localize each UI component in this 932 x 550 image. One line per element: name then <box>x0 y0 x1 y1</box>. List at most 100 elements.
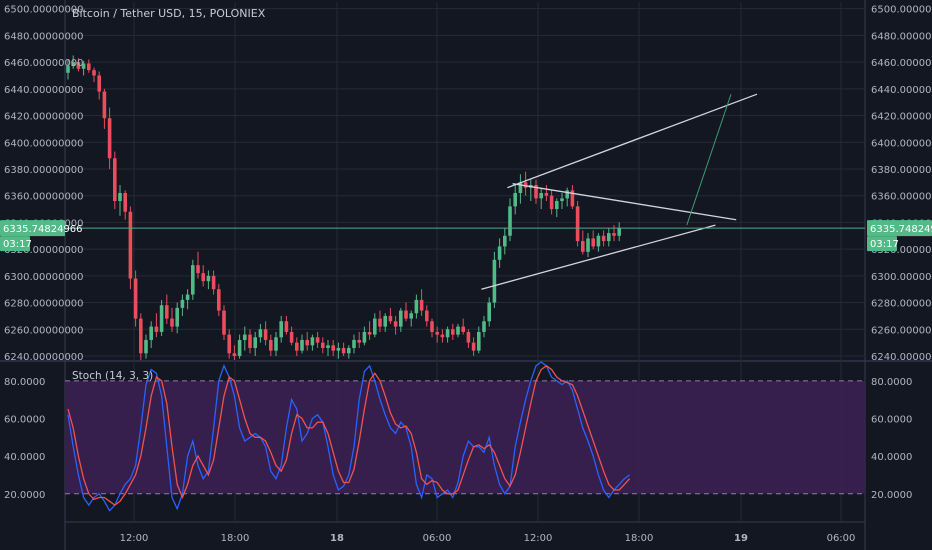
candle-body <box>113 158 117 202</box>
candle-body <box>76 62 81 69</box>
symbol-title: Bitcoin / Tether USD, 15, POLONIEX <box>72 7 266 20</box>
candle-body <box>513 193 517 207</box>
candle-body <box>508 206 512 236</box>
candle-body <box>575 206 580 242</box>
trendline <box>512 183 737 221</box>
candle-body <box>419 299 424 311</box>
candle-body <box>388 315 393 322</box>
candle-body <box>87 63 91 71</box>
candle-body <box>367 331 372 335</box>
candle-body <box>492 259 497 303</box>
candle-body <box>222 310 226 335</box>
candle-body <box>336 347 341 351</box>
stoch-tick-label-left: 40.0000 <box>4 452 45 463</box>
time-tick-label: 19 <box>734 533 748 544</box>
last-price-label-right-countdown-bg <box>867 236 897 252</box>
price-tick-label-right: 6240.00000000 <box>871 352 932 363</box>
candle-body <box>471 342 476 351</box>
candle-body <box>435 331 439 335</box>
time-tick-label: 12:00 <box>120 533 149 544</box>
price-tick-label-right: 6400.00000000 <box>871 138 932 149</box>
candle-body <box>237 339 242 356</box>
candle-body <box>399 310 403 327</box>
candle-body <box>279 321 283 338</box>
price-tick-label-left: 6320.00000000 <box>4 245 84 256</box>
candle-body <box>440 334 445 338</box>
candle-body <box>128 211 133 279</box>
candle-body <box>523 182 528 188</box>
trendline <box>507 93 758 189</box>
candle-body <box>326 345 330 348</box>
last-price-label-left-bg <box>0 220 65 237</box>
last-price-label-right: 6335.74824966 <box>870 224 932 235</box>
trendlines[interactable] <box>481 93 758 290</box>
candle-body <box>487 302 491 322</box>
price-tick-label-right: 6420.00000000 <box>871 112 932 123</box>
candle-body <box>560 198 564 202</box>
candle-body <box>425 310 429 322</box>
time-tick-label: 18:00 <box>221 533 250 544</box>
time-tick-label: 06:00 <box>827 533 856 544</box>
candle-body <box>539 193 543 199</box>
candle-body <box>612 233 616 236</box>
stoch-d-line <box>67 365 631 506</box>
candle-body <box>159 305 164 332</box>
time-tick-label: 18 <box>330 533 344 544</box>
trendline <box>481 224 716 290</box>
price-tick-label-left: 6420.00000000 <box>4 112 84 123</box>
countdown-label: 03:17 <box>870 239 899 250</box>
stoch-indicator-title: Stoch (14, 3, 3) <box>72 370 154 382</box>
candle-body <box>149 326 153 340</box>
candle-body <box>555 201 559 210</box>
candle-body <box>362 331 367 343</box>
time-tick-label: 06:00 <box>423 533 452 544</box>
candle-body <box>97 75 101 92</box>
time-tick-label: 18:00 <box>625 533 654 544</box>
candle-body <box>133 278 138 319</box>
candle-body <box>211 275 216 290</box>
stoch-tick-label-right: 60.0000 <box>871 414 912 425</box>
candle-body <box>206 275 211 282</box>
candle-body <box>617 227 621 236</box>
candle-body <box>451 329 455 335</box>
candle-body <box>284 321 289 332</box>
price-tick-label-right: 6380.00000000 <box>871 165 932 176</box>
candle-body <box>274 337 278 351</box>
candle-body <box>565 190 569 199</box>
candle-body <box>295 342 299 351</box>
price-tick-label-right: 6440.00000000 <box>871 85 932 96</box>
candle-body <box>373 318 377 335</box>
price-tick-label-left: 6360.00000000 <box>4 192 84 203</box>
candle-body <box>347 347 351 354</box>
candle-body <box>107 118 112 159</box>
candle-body <box>409 313 413 319</box>
candle-body <box>503 235 507 247</box>
candle-body <box>217 289 221 311</box>
last-price-label-right-bg <box>867 220 932 237</box>
candle-body <box>378 318 382 327</box>
candle-body <box>92 70 96 76</box>
candle-body <box>331 345 335 351</box>
candle-body <box>315 337 320 343</box>
price-tick-label-left: 6280.00000000 <box>4 299 84 310</box>
last-price-label-left-countdown-bg <box>0 236 30 252</box>
stoch-tick-label-right: 20.0000 <box>871 490 912 501</box>
candle-body <box>248 334 252 348</box>
candle-body <box>352 339 356 348</box>
price-tick-label-left: 6500.00000000 <box>4 5 84 16</box>
candle-body <box>607 233 611 242</box>
candle-body <box>477 331 481 351</box>
price-tick-label-left: 6260.00000000 <box>4 325 84 336</box>
candle-body <box>445 329 450 338</box>
candle-body <box>305 339 309 346</box>
candle-body <box>289 331 294 343</box>
candle-body <box>269 339 273 351</box>
candle-body <box>71 62 75 67</box>
candle-body <box>341 347 346 354</box>
stoch-k-line <box>67 361 630 512</box>
stoch-tick-label-right: 80.0000 <box>871 377 912 388</box>
candlestick-series <box>66 55 621 360</box>
candle-body <box>586 238 590 252</box>
price-tick-label-left: 6460.00000000 <box>4 58 84 69</box>
